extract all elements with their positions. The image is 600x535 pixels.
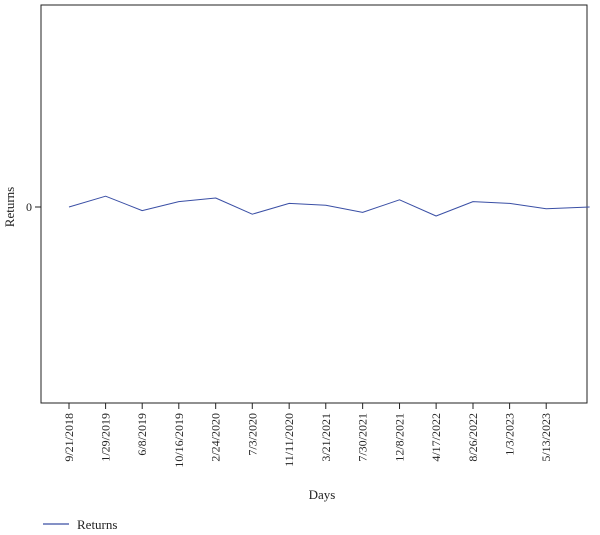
series-returns [68, 195, 590, 217]
x-tick-label: 3/21/2021 [319, 413, 333, 462]
y-axis-title: Returns [2, 187, 17, 227]
plot-frame [40, 4, 588, 404]
x-tick-label: 12/8/2021 [393, 413, 407, 462]
x-tick-label: 10/16/2019 [172, 413, 186, 468]
y-tick-label: 0 [26, 200, 32, 214]
x-tick-label: 5/13/2023 [539, 413, 553, 462]
legend-label: Returns [77, 517, 117, 532]
x-tick-label: 7/3/2020 [245, 413, 259, 456]
x-axis-ticks: 9/21/2018 1/29/2019 6/8/2019 10/16/2019 2/24… [62, 403, 553, 468]
x-tick-label: 11/11/2020 [282, 413, 296, 467]
x-tick-label: 2/24/2020 [209, 413, 223, 462]
x-tick-label: 6/8/2019 [135, 413, 149, 456]
x-tick-label: 7/30/2021 [356, 413, 370, 462]
x-tick-label: 4/17/2022 [429, 413, 443, 462]
x-tick-label: 1/3/2023 [503, 413, 517, 456]
y-axis-ticks: 0 [26, 200, 41, 214]
series-line-returns [68, 195, 590, 217]
x-tick-label: 8/26/2022 [466, 413, 480, 462]
x-tick-label: 9/21/2018 [62, 413, 76, 462]
x-tick-label: 1/29/2019 [99, 413, 113, 462]
x-axis-title: Days [309, 487, 336, 502]
